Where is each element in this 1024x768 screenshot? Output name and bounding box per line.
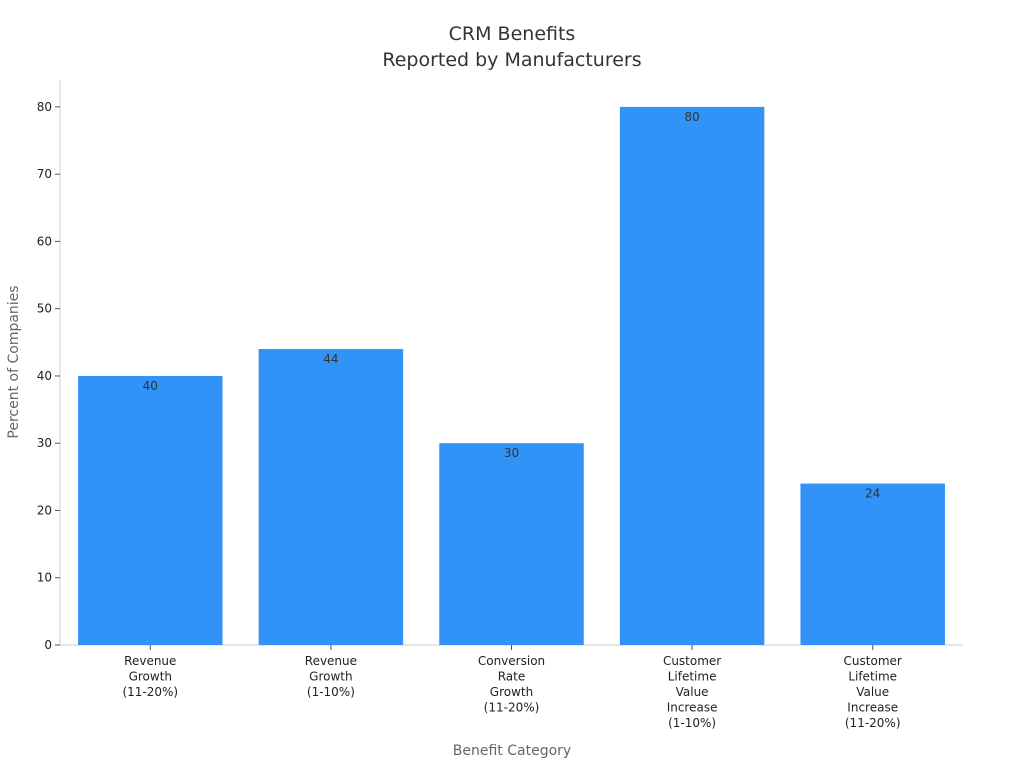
y-axis-label: Percent of Companies [6, 285, 22, 438]
bar [78, 375, 223, 645]
bar [258, 349, 404, 645]
y-tick-label: 50 [37, 302, 52, 316]
y-tick-label: 20 [37, 503, 52, 517]
bar [800, 483, 945, 645]
data-label: 40 [143, 379, 158, 393]
y-tick-label: 40 [37, 369, 52, 383]
chart-title: CRM Benefits [449, 23, 576, 45]
y-tick-label: 10 [37, 571, 52, 585]
data-label: 30 [504, 446, 519, 460]
data-label: 44 [323, 352, 338, 366]
y-tick-label: 70 [37, 167, 52, 181]
x-tick-label: Revenue Growth (11-20%) [122, 654, 178, 699]
data-label: 24 [865, 487, 880, 501]
x-tick-label: Revenue Growth (1-10%) [305, 654, 357, 699]
bar [619, 106, 765, 645]
x-axis-label: Benefit Category [453, 743, 571, 759]
chart-subtitle: Reported by Manufacturers [382, 49, 641, 71]
y-tick-label: 30 [37, 436, 52, 450]
x-tick-label: Customer Lifetime Value Increase (11-20%) [844, 654, 902, 730]
y-tick-label: 0 [44, 638, 52, 652]
x-tick-label: Customer Lifetime Value Increase (1-10%) [663, 654, 721, 730]
x-tick-label: Conversion Rate Growth (11-20%) [478, 654, 545, 715]
data-label: 80 [684, 110, 699, 124]
y-tick-label: 60 [37, 234, 52, 248]
y-tick-label: 80 [37, 100, 52, 114]
bar [439, 443, 584, 645]
